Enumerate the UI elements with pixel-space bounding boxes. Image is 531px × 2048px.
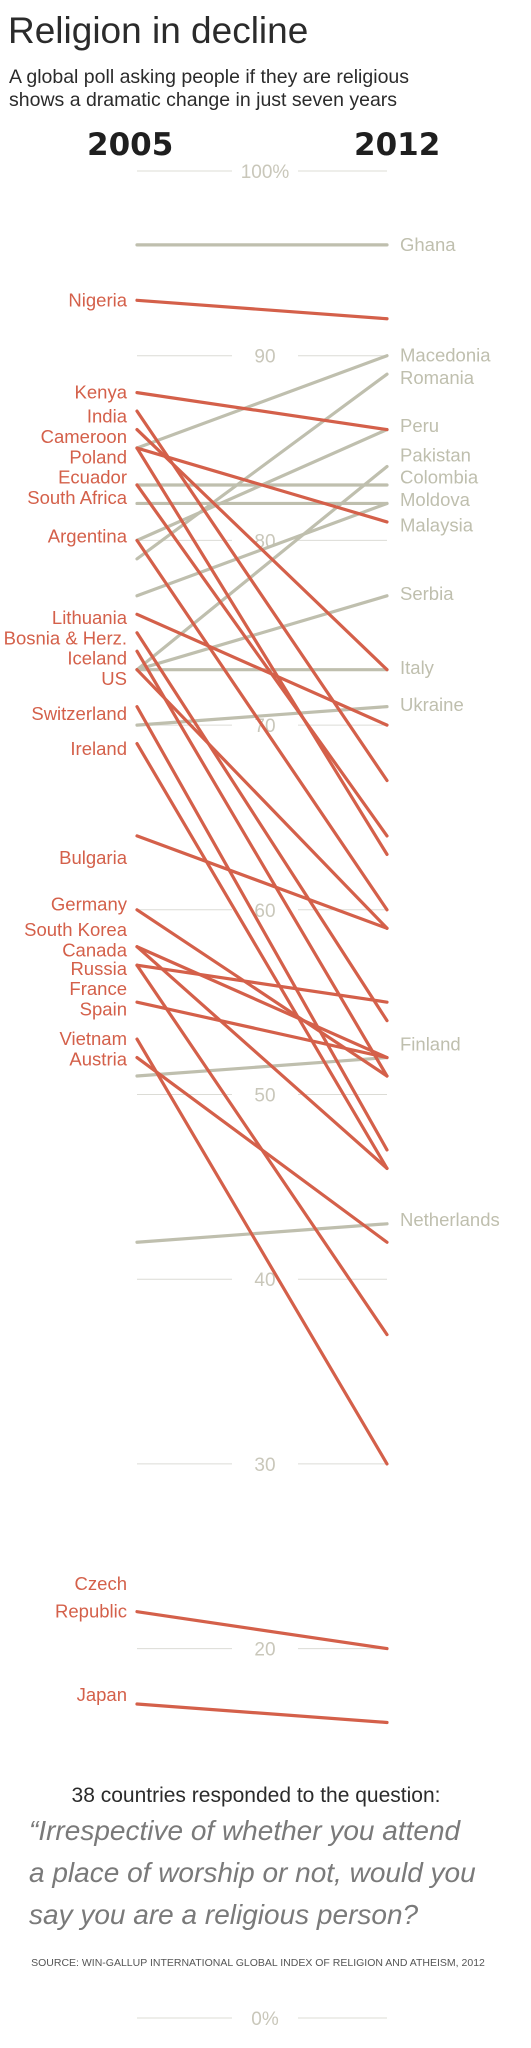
right-label-macedonia: Macedonia — [400, 345, 491, 366]
left-label-bulgaria: Bulgaria — [59, 847, 128, 868]
series-line-south-korea — [135, 945, 389, 1060]
right-label-finland: Finland — [400, 1034, 461, 1055]
y-tick-label-0: 0% — [251, 2009, 279, 2030]
series-line-south-africa — [135, 483, 389, 838]
right-label-ukraine: Ukraine — [400, 694, 464, 715]
series-line-spain — [135, 1000, 389, 1060]
right-label-romania: Romania — [400, 367, 475, 388]
y-tick-label-40: 40 — [254, 1270, 275, 1291]
left-label-ecuador: Ecuador — [58, 467, 127, 488]
series-line-czech-republic — [135, 1610, 389, 1651]
left-label-canada: Canada — [62, 939, 128, 960]
chart-subtitle-line-1: A global poll asking people if they are … — [9, 66, 409, 88]
year-label-2012: 2012 — [354, 127, 440, 163]
left-label-switzerland: Switzerland — [31, 703, 127, 724]
series-line-macedonia — [135, 354, 389, 450]
left-label-germany: Germany — [51, 893, 128, 914]
tick-label-bg-50 — [232, 1083, 298, 1106]
series-line-argentina — [135, 538, 389, 912]
left-label-vietnam: Vietnam — [59, 1028, 127, 1049]
left-label-ireland: Ireland — [70, 738, 127, 759]
series-line-iceland — [135, 649, 389, 1078]
series-line-kenya — [135, 391, 389, 432]
left-label-nigeria: Nigeria — [68, 289, 127, 310]
right-label-netherlands: Netherlands — [400, 1209, 500, 1230]
y-tick-label-90: 90 — [254, 347, 275, 368]
source-note: SOURCE: WIN-GALLUP INTERNATIONAL GLOBAL … — [31, 1957, 485, 1969]
right-label-peru: Peru — [400, 415, 439, 436]
series-line-germany — [135, 908, 389, 1078]
tick-label-bg-20 — [232, 1637, 298, 1660]
series-line-poland — [135, 446, 389, 524]
right-label-serbia: Serbia — [400, 583, 454, 604]
left-label-india: India — [87, 406, 128, 427]
tick-label-bg-0 — [232, 2007, 298, 2029]
left-label-japan: Japan — [77, 1684, 127, 1705]
series-line-vietnam — [135, 1037, 389, 1466]
right-label-colombia: Colombia — [400, 467, 479, 488]
series-line-netherlands — [135, 1222, 389, 1244]
chart-subtitle-line-2: shows a dramatic change in just seven ye… — [9, 89, 397, 111]
tick-label-bg-30 — [232, 1452, 298, 1475]
series-line-ireland — [135, 741, 389, 1170]
question-quote-line-3: say you are a religious person? — [29, 1899, 419, 1930]
left-label-poland: Poland — [69, 446, 127, 467]
series-line-ecuador — [135, 446, 389, 856]
y-tick-label-60: 60 — [254, 901, 275, 922]
question-intro: 38 countries responded to the question: — [72, 1784, 441, 1807]
left-label-argentina: Argentina — [48, 526, 128, 547]
left-label-france: France — [69, 978, 127, 999]
chart-title: Religion in decline — [8, 10, 308, 51]
left-label-kenya: Kenya — [75, 382, 128, 403]
left-label-south-africa: South Africa — [27, 487, 127, 508]
right-label-ghana: Ghana — [400, 234, 456, 255]
right-label-malaysia: Malaysia — [400, 515, 474, 536]
series-line-romania — [135, 372, 389, 561]
left-label-spain: Spain — [80, 999, 127, 1020]
right-label-pakistan: Pakistan — [400, 444, 471, 465]
left-label-us: US — [101, 668, 127, 689]
series-line-russia — [135, 963, 389, 1004]
series-line-lithuania — [135, 612, 389, 727]
tick-label-bg-90 — [232, 344, 298, 367]
series-line-serbia — [135, 594, 389, 672]
series-lines — [135, 243, 389, 1725]
left-label-bosnia-and-herz: Bosnia & Herz. — [4, 627, 127, 648]
y-tick-label-100: 100% — [241, 162, 290, 183]
y-tick-label-20: 20 — [254, 1640, 275, 1661]
left-label-russia: Russia — [70, 958, 127, 979]
tick-label-bg-100 — [232, 160, 298, 182]
series-line-switzerland — [135, 705, 389, 1152]
series-line-nigeria — [135, 298, 389, 321]
series-line-canada — [135, 945, 389, 1170]
tick-label-bg-70 — [232, 714, 298, 737]
series-line-japan — [135, 1702, 389, 1725]
series-line-us — [135, 668, 389, 930]
y-tick-label-50: 50 — [254, 1086, 275, 1107]
left-label-iceland: Iceland — [67, 648, 127, 669]
series-line-bosnia-and-herz — [135, 631, 389, 1023]
series-line-bulgaria — [135, 834, 389, 930]
series-line-austria — [135, 1055, 389, 1244]
series-line-cameroon — [135, 427, 389, 672]
left-label-south-korea: South Korea — [24, 919, 128, 940]
left-label-republic: Republic — [55, 1601, 127, 1622]
right-label-italy: Italy — [400, 657, 435, 678]
right-label-moldova: Moldova — [400, 489, 471, 510]
series-labels: NigeriaKenyaIndiaCameroonPolandEcuadorSo… — [4, 234, 500, 1705]
year-label-2005: 2005 — [87, 127, 173, 163]
series-line-pakistan — [135, 464, 389, 672]
left-label-cameroon: Cameroon — [41, 426, 127, 447]
question-quote-line-2: a place of worship or not, would you — [29, 1857, 476, 1888]
left-label-austria: Austria — [69, 1048, 127, 1069]
left-label-lithuania: Lithuania — [52, 607, 128, 628]
question-quote-line-1: “Irrespective of whether you attend — [29, 1815, 462, 1846]
series-line-india — [135, 409, 389, 783]
series-line-finland — [135, 1055, 389, 1078]
y-tick-label-30: 30 — [254, 1455, 275, 1476]
left-label-czech: Czech — [75, 1573, 127, 1594]
